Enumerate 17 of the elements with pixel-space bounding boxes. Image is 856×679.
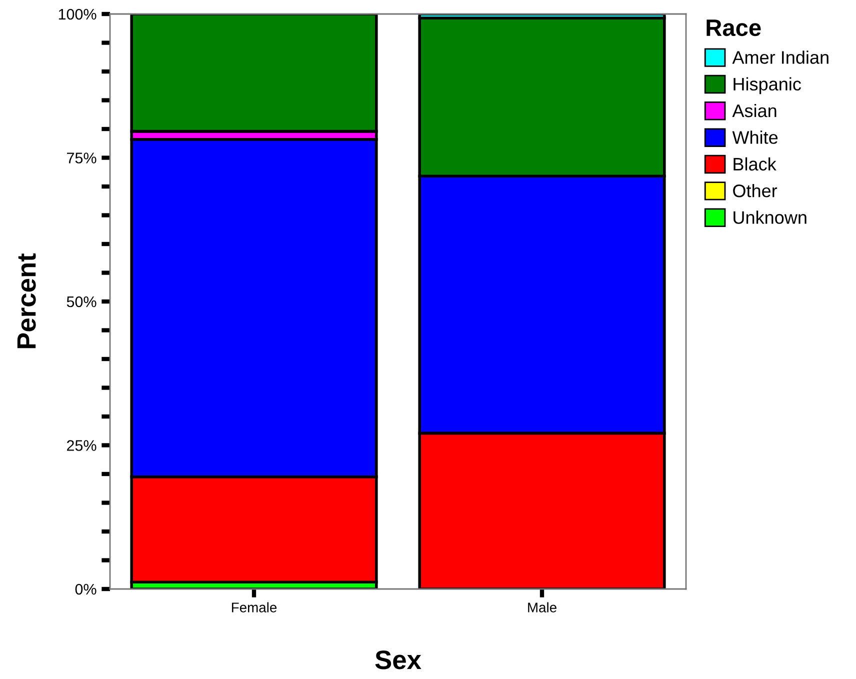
y-tick-label: 75% [67,152,96,164]
legend-label: Other [733,184,778,198]
legend-label: Hispanic [734,77,801,94]
legend-label: Amer Indian [732,50,828,64]
y-tick-label: 100% [58,8,96,20]
legend-label: Unknown [734,210,806,224]
legend-label: Black [734,157,776,171]
y-tick-label: 0% [75,584,96,595]
x-tick-label: Male [528,602,556,612]
x-tick-label: Female [232,602,277,612]
legend-title: Race [706,20,761,36]
y-tick-label: 50% [66,296,96,308]
legend-label: Asian [732,104,776,118]
x-axis-title: Sex [375,650,422,670]
y-axis-title: Percent [17,253,36,348]
y-tick-label: 25% [66,440,96,451]
legend-label: White [732,130,778,144]
